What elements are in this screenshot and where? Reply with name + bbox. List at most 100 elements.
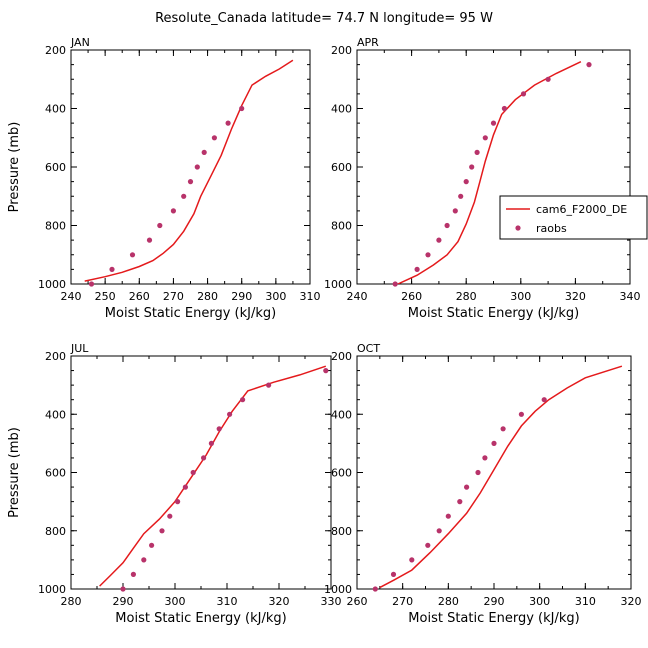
data-point-raobs xyxy=(129,252,136,258)
y-tick-label: 400 xyxy=(45,408,66,421)
legend-box xyxy=(499,195,648,240)
data-point-raobs xyxy=(239,105,245,112)
data-point-raobs xyxy=(458,193,464,199)
data-point-raobs xyxy=(414,266,420,272)
x-axis-title: Moist Static Energy (kJ/kg) xyxy=(105,306,276,321)
data-point-raobs xyxy=(452,208,458,214)
series-line-cam6-f2000-de xyxy=(379,365,623,589)
data-point-raobs xyxy=(211,135,217,141)
legend-obs-swatch xyxy=(515,225,521,231)
x-tick-label: 300 xyxy=(510,290,531,303)
y-tick-label: 800 xyxy=(331,525,352,538)
y-tick-label: 1000 xyxy=(324,583,352,596)
x-tick-label: 290 xyxy=(484,595,505,608)
data-point-raobs xyxy=(190,469,196,476)
data-point-raobs xyxy=(109,266,115,272)
x-tick-label: 260 xyxy=(347,595,368,608)
x-tick-label: 260 xyxy=(129,290,150,303)
x-tick-label: 280 xyxy=(456,290,477,303)
x-tick-label: 280 xyxy=(61,595,82,608)
x-tick-label: 270 xyxy=(163,290,184,303)
panel-label: JUL xyxy=(70,342,89,355)
data-point-raobs xyxy=(216,426,222,432)
x-tick-label: 320 xyxy=(565,290,586,303)
y-tick-label: 400 xyxy=(331,103,352,116)
legend-model-label: cam6_F2000_DE xyxy=(536,203,627,216)
x-tick-label: 310 xyxy=(217,595,238,608)
data-point-raobs xyxy=(187,179,194,185)
y-axis-title: Pressure (mb) xyxy=(7,427,22,518)
data-point-raobs xyxy=(372,586,378,592)
data-point-raobs xyxy=(194,164,200,170)
data-point-raobs xyxy=(175,499,181,505)
x-tick-label: 260 xyxy=(401,290,422,303)
x-tick-label: 280 xyxy=(197,290,218,303)
x-tick-label: 240 xyxy=(347,290,368,303)
data-point-raobs xyxy=(425,252,431,258)
x-axis-title: Moist Static Energy (kJ/kg) xyxy=(115,611,286,626)
data-point-raobs xyxy=(170,208,176,214)
data-point-raobs xyxy=(149,542,155,548)
data-point-raobs xyxy=(201,455,207,461)
y-tick-label: 1000 xyxy=(324,278,352,291)
data-point-raobs xyxy=(518,411,525,417)
chart-panel-jul: 280 290 300 310 320 330 200 400 600 800 1000 JUL Moi… xyxy=(7,342,342,626)
data-point-raobs xyxy=(463,179,469,185)
y-tick-label: 400 xyxy=(331,408,352,421)
data-point-raobs xyxy=(436,237,442,243)
data-point-raobs xyxy=(482,455,488,461)
x-tick-label: 310 xyxy=(575,595,596,608)
panel-label: APR xyxy=(357,36,379,49)
y-tick-label: 200 xyxy=(45,350,66,363)
y-tick-label: 600 xyxy=(45,161,66,174)
data-point-raobs xyxy=(545,76,551,82)
data-point-raobs xyxy=(586,62,592,68)
plot-frame xyxy=(356,355,632,590)
data-point-raobs xyxy=(390,571,397,578)
data-point-raobs xyxy=(146,237,153,243)
y-tick-label: 200 xyxy=(45,44,66,57)
data-point-raobs xyxy=(501,105,507,112)
plot-frame xyxy=(356,49,631,285)
series-line-cam6-f2000-de xyxy=(84,59,294,282)
data-point-raobs xyxy=(141,557,147,563)
data-point-raobs xyxy=(181,193,187,199)
y-tick-label: 200 xyxy=(331,350,352,363)
data-point-raobs xyxy=(520,91,527,97)
legend-obs-label: raobs xyxy=(536,222,567,235)
data-point-raobs xyxy=(323,368,329,374)
data-point-raobs xyxy=(201,149,207,155)
x-axis-title: Moist Static Energy (kJ/kg) xyxy=(408,306,579,321)
y-tick-label: 800 xyxy=(45,220,66,233)
x-tick-label: 290 xyxy=(113,595,134,608)
data-point-raobs xyxy=(392,281,398,287)
x-tick-label: 300 xyxy=(265,290,286,303)
data-point-raobs xyxy=(457,499,463,505)
chart-panel-oct: 260 270 280 290 300 310 320 200 400 600 800 1000 OCT… xyxy=(324,342,642,626)
data-point-raobs xyxy=(490,120,497,126)
x-tick-label: 240 xyxy=(61,290,82,303)
data-point-raobs xyxy=(409,557,415,563)
data-point-raobs xyxy=(159,528,165,534)
y-axis-title: Pressure (mb) xyxy=(7,122,22,213)
data-point-raobs xyxy=(464,484,470,490)
data-point-raobs xyxy=(445,513,451,519)
data-point-raobs xyxy=(227,411,233,417)
data-point-raobs xyxy=(266,382,272,388)
data-point-raobs xyxy=(208,440,214,446)
y-tick-label: 600 xyxy=(45,467,66,480)
y-tick-label: 600 xyxy=(331,467,352,480)
data-point-raobs xyxy=(444,222,450,229)
x-tick-label: 300 xyxy=(165,595,186,608)
y-tick-label: 600 xyxy=(331,161,352,174)
data-point-raobs xyxy=(474,149,480,155)
x-tick-label: 320 xyxy=(621,595,642,608)
y-tick-label: 200 xyxy=(331,44,352,57)
y-tick-label: 1000 xyxy=(38,278,66,291)
x-axis-title: Moist Static Energy (kJ/kg) xyxy=(408,611,579,626)
data-point-raobs xyxy=(157,222,163,229)
chart-panel-jan: 240 250 260 270 280 290 300 310 200 400 600 800 1000… xyxy=(7,36,321,321)
data-point-raobs xyxy=(469,164,475,170)
data-point-raobs xyxy=(225,120,231,126)
plot-frame xyxy=(70,49,311,285)
